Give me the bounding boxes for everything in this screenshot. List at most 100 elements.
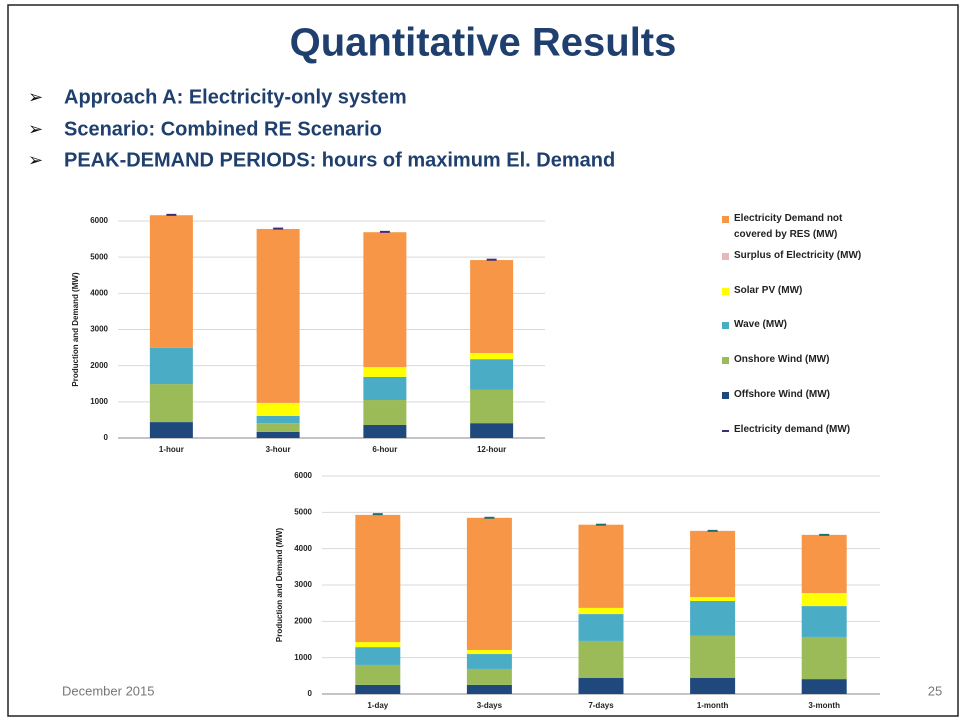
y-tick-label: 3000: [90, 325, 108, 334]
bar-segment: [256, 415, 300, 424]
y-axis-label: Production and Demand (MW): [71, 272, 80, 387]
bar-segment: [578, 524, 624, 608]
bar-segment: [801, 592, 847, 607]
y-axis-label: Production and Demand (MW): [275, 528, 284, 643]
y-tick-label: 5000: [294, 507, 312, 516]
legend-text: Electricity Demand not covered by RES (M…: [734, 213, 843, 240]
legend-item: Electricity demand (MW): [722, 424, 872, 438]
bar-segment: [355, 514, 401, 643]
bar-segment: [355, 664, 401, 685]
y-tick-label: 4000: [90, 288, 108, 297]
x-tick-label: 3-month: [808, 701, 840, 710]
legend-swatch: [722, 357, 729, 364]
legend-swatch: [722, 288, 729, 295]
bar-segment: [363, 400, 407, 425]
bar-segment: [466, 650, 512, 655]
bar-segment: [470, 423, 514, 438]
legend-text: Electricity demand (MW): [734, 424, 851, 435]
y-tick-label: 4000: [294, 544, 312, 553]
bar-segment: [578, 614, 624, 641]
bar-segment: [801, 679, 847, 694]
bar-segment: [470, 359, 514, 390]
bar-segment: [690, 596, 736, 601]
bar-segment: [466, 684, 512, 694]
y-tick-label: 2000: [294, 616, 312, 625]
bar-segment: [355, 647, 401, 665]
legend-swatch: [722, 392, 729, 399]
bar-segment: [466, 668, 512, 685]
bullet-marker: ➢: [28, 87, 43, 107]
legend-item: Offshore Wind (MW): [722, 389, 872, 403]
bullet: PEAK-DEMAND PERIODS: hours of maximum El…: [64, 149, 615, 171]
bullet-marker: ➢: [28, 150, 43, 170]
bar-segment: [466, 654, 512, 669]
footer-date: December 2015: [62, 683, 155, 698]
y-tick-label: 5000: [90, 252, 108, 261]
legend-swatch: [722, 216, 729, 223]
bar-segment: [149, 422, 193, 438]
bar-segment: [470, 260, 514, 354]
slide-border: [7, 4, 959, 717]
bar-segment: [256, 228, 300, 403]
slide-title: Quantitative Results: [290, 21, 677, 65]
bar-segment: [690, 678, 736, 694]
bar-segment: [690, 600, 736, 636]
bar-segment: [363, 367, 407, 377]
x-tick-label: 6-hour: [372, 445, 397, 454]
bar-segment: [466, 517, 512, 651]
x-tick-label: 1-month: [697, 701, 729, 710]
x-tick-label: 12-hour: [477, 445, 506, 454]
y-tick-label: 6000: [90, 216, 108, 225]
bar-segment: [149, 347, 193, 385]
bar-segment: [578, 640, 624, 679]
x-tick-label: 3-days: [477, 701, 503, 710]
x-tick-label: 1-hour: [159, 445, 184, 454]
x-tick-label: 7-days: [588, 701, 614, 710]
bar-segment: [801, 606, 847, 637]
bullet-marker: ➢: [28, 119, 43, 139]
bar-segment: [363, 424, 407, 438]
legend-swatch: [722, 253, 729, 260]
legend-swatch: [722, 430, 729, 432]
y-tick-label: 0: [308, 689, 313, 698]
legend-text: Onshore Wind (MW): [734, 354, 830, 365]
bar-segment: [256, 431, 300, 438]
legend-swatch: [722, 322, 729, 329]
bar-segment: [690, 635, 736, 679]
bar-segment: [355, 642, 401, 648]
legend-item: Surplus of Electricity (MW): [722, 250, 872, 264]
x-tick-label: 3-hour: [266, 445, 291, 454]
bar-segment: [256, 423, 300, 432]
bar-segment: [149, 384, 193, 423]
bullet: Scenario: Combined RE Scenario: [64, 118, 382, 140]
y-tick-label: 1000: [90, 397, 108, 406]
bar-segment: [355, 684, 401, 694]
page-number: 25: [928, 683, 942, 698]
legend-text: Wave (MW): [734, 319, 787, 330]
y-tick-label: 0: [104, 433, 109, 442]
y-tick-label: 6000: [294, 471, 312, 480]
legend-item: Onshore Wind (MW): [722, 354, 872, 368]
bullet: Approach A: Electricity-only system: [64, 86, 407, 108]
bar-segment: [690, 530, 736, 597]
bar-segment: [470, 389, 514, 424]
bar-segment: [470, 353, 514, 360]
bar-segment: [149, 215, 193, 348]
bar-segment: [578, 678, 624, 694]
bar-segment: [578, 607, 624, 615]
legend-text: Solar PV (MW): [734, 285, 803, 296]
bar-segment: [801, 534, 847, 593]
bar-segment: [256, 402, 300, 416]
y-tick-label: 3000: [294, 580, 312, 589]
bar-segment: [363, 232, 407, 368]
legend-item: Electricity Demand not covered by RES (M…: [722, 213, 872, 243]
legend-item: Solar PV (MW): [722, 285, 872, 299]
x-tick-label: 1-day: [367, 701, 388, 710]
legend-text: Offshore Wind (MW): [734, 389, 831, 400]
legend-text: Surplus of Electricity (MW): [734, 250, 862, 261]
legend-item: Wave (MW): [722, 319, 872, 333]
y-tick-label: 1000: [294, 653, 312, 662]
bar-segment: [363, 376, 407, 401]
